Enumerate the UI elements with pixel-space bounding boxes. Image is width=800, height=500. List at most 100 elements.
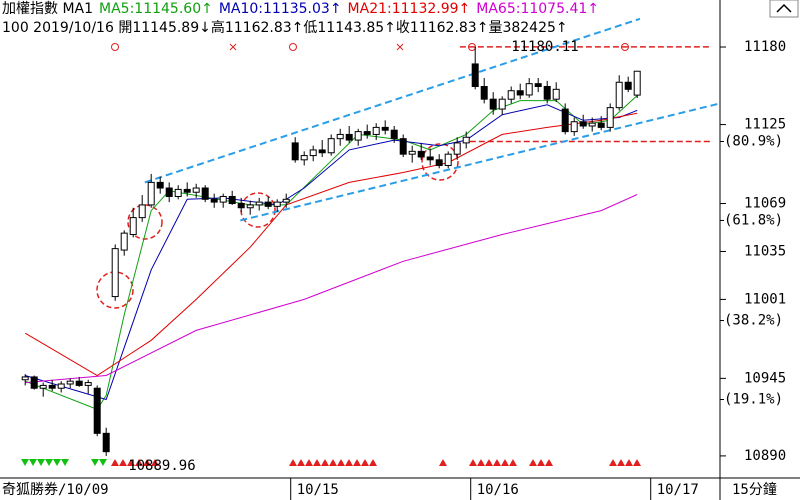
candle-body [570, 121, 578, 133]
x-tick-label: 10/17 [657, 482, 699, 498]
candle-body [147, 181, 155, 206]
candle-body [624, 81, 632, 90]
candle-body [156, 181, 164, 189]
trend-line [144, 17, 641, 184]
ma-line [24, 112, 638, 377]
toolbar-icon[interactable] [776, 3, 792, 13]
buy-signal [321, 459, 329, 466]
candle-body [273, 201, 281, 207]
sell-signal [21, 459, 29, 466]
buy-signal [537, 459, 545, 466]
candle-body [633, 70, 641, 96]
candle-body [39, 384, 47, 389]
candle-body [291, 142, 299, 161]
highlight-circles [96, 143, 459, 309]
candle-body [228, 195, 236, 205]
candle-body [66, 380, 74, 385]
candle-body [84, 382, 92, 386]
candle-body [408, 150, 416, 155]
x-tick-label: 10/16 [477, 482, 519, 498]
ratio-tick-label: (19.1%) [724, 392, 783, 408]
candle-body [318, 149, 326, 154]
y-tick-label: 10945 [744, 370, 786, 386]
buy-signal [111, 459, 119, 466]
sell-signal [91, 459, 99, 466]
legend-row: 加權指數 MA1 MA5:11145.60↑ MA10:11135.03↑ MA21:… [2, 0, 720, 19]
sell-signal [53, 459, 61, 466]
buy-signal [617, 459, 625, 466]
candle-body [336, 133, 344, 140]
buy-signal [493, 459, 501, 466]
footer-right: 15分鐘 [732, 481, 777, 498]
candle-body [210, 198, 218, 203]
candle-body [300, 155, 308, 161]
toolbar-button[interactable] [769, 0, 799, 18]
y-tick-label: 11180 [744, 39, 786, 55]
candle-body [471, 63, 479, 87]
candle-body [48, 384, 56, 389]
sell-signal [29, 459, 37, 466]
candle-body [255, 201, 263, 206]
candle-body [462, 136, 470, 144]
candle-body [390, 129, 398, 140]
chart-title: 加權指數 MA1 [2, 1, 94, 17]
candle-body [561, 108, 569, 133]
candle-body [30, 376, 38, 389]
buy-signal [609, 459, 617, 466]
candle-body [579, 121, 587, 127]
candle-body [552, 88, 560, 100]
candle-body [129, 217, 137, 236]
candle-body [435, 159, 443, 166]
sell-signal [37, 459, 45, 466]
buy-signal [305, 459, 313, 466]
sell-signal [45, 459, 53, 466]
candle-body [282, 198, 290, 203]
footer-left: 奇狐勝券/10/09 [2, 481, 109, 498]
candle-body [516, 90, 524, 96]
buy-signal [439, 459, 447, 466]
sell-signal [61, 459, 69, 466]
candle-body [498, 98, 506, 110]
buy-signal [289, 459, 297, 466]
candle-body [399, 138, 407, 155]
candle-body [615, 81, 623, 109]
candle-body [111, 248, 119, 298]
candle-body [264, 201, 272, 207]
buy-signal [633, 459, 641, 466]
buy-signal [469, 459, 477, 466]
highlight-circle [421, 143, 459, 181]
signals [21, 43, 641, 466]
candle-body [372, 126, 380, 135]
candle-body [489, 98, 497, 110]
info-row: 100 2019/10/16 開11145.89↓高11162.83↑低1114… [2, 19, 720, 38]
ma-line [25, 194, 638, 384]
candle-body [93, 387, 101, 434]
buy-signal [485, 459, 493, 466]
signal-cross [229, 43, 237, 51]
candle-body [426, 156, 434, 161]
buy-signal [509, 459, 517, 466]
buy-signal [297, 459, 305, 466]
buy-signal [545, 459, 553, 466]
candle-body [363, 131, 371, 135]
candle-body [597, 122, 605, 128]
signal-cross [396, 43, 404, 51]
buy-signal [313, 459, 321, 466]
candle-body [327, 138, 335, 154]
candle-body [183, 188, 191, 193]
candle-body [588, 122, 596, 127]
candle-body [192, 187, 200, 193]
buy-signal [119, 459, 127, 466]
sell-signal [99, 459, 107, 466]
candle-body [219, 195, 227, 203]
ratio-tick-label: (61.8%) [724, 212, 783, 228]
header: 加權指數 MA1 MA5:11145.60↑ MA10:11135.03↑ MA21:… [2, 0, 720, 38]
candle-body [480, 85, 488, 100]
candle-body [57, 383, 65, 389]
buy-signal [477, 459, 485, 466]
buy-signal [369, 459, 377, 466]
candle-body [120, 232, 128, 251]
buy-signal [345, 459, 353, 466]
